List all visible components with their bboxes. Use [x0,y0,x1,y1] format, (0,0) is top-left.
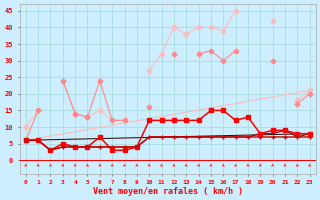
X-axis label: Vent moyen/en rafales ( km/h ): Vent moyen/en rafales ( km/h ) [93,187,243,196]
